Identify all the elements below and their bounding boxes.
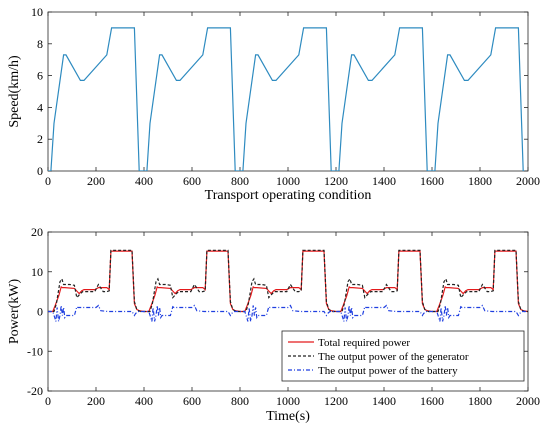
y-axis-label: Speed(km/h) [7, 55, 22, 128]
legend-label-1: The output power of the generator [318, 351, 469, 363]
legend-label-2: The output power of the battery [318, 365, 458, 377]
legend-box [281, 330, 525, 382]
y-tick-label: 0 [37, 164, 43, 178]
x-tick-label: 1400 [372, 174, 396, 188]
x-tick-label: 800 [231, 174, 249, 188]
x-tick-label: 600 [183, 394, 201, 408]
legend-label-0: Total required power [318, 337, 410, 349]
y-tick-label: 2 [37, 132, 43, 146]
speed-chart: 0 200 400 600 800 1000 1200 1400 1600 1800 2000 0 2 4… [7, 5, 540, 203]
x-tick-label: 0 [45, 394, 51, 408]
legend: Total required power The output power of … [281, 330, 525, 382]
power-chart: 0 200 400 600 800 1000 1200 1400 1600 1800 2000-20… [7, 225, 540, 424]
y-tick-label: -10 [27, 344, 43, 358]
x-tick-label: 800 [231, 394, 249, 408]
series-line-1 [48, 249, 528, 313]
x-tick-label: 1000 [276, 394, 300, 408]
x-tick-label: 1200 [324, 174, 348, 188]
y-tick-label: 6 [37, 69, 43, 83]
series-line-2 [48, 304, 528, 322]
y-tick-label: -20 [27, 384, 43, 398]
x-tick-label: 1200 [324, 394, 348, 408]
y-tick-label: 0 [37, 305, 43, 319]
x-tick-label: 200 [87, 174, 105, 188]
x-tick-label: 200 [87, 394, 105, 408]
y-tick-label: 20 [31, 225, 43, 239]
y-tick-label: 8 [37, 37, 43, 51]
x-axis-label: Time(s) [266, 409, 310, 424]
y-tick-label: 10 [31, 265, 43, 279]
x-tick-label: 0 [45, 174, 51, 188]
x-tick-label: 1600 [420, 394, 444, 408]
x-tick-label: 2000 [516, 174, 540, 188]
x-tick-label: 600 [183, 174, 201, 188]
x-tick-label: 400 [135, 394, 153, 408]
x-tick-label: 1000 [276, 174, 300, 188]
x-tick-label: 1800 [468, 394, 492, 408]
x-tick-label: 400 [135, 174, 153, 188]
x-tick-label: 1800 [468, 174, 492, 188]
plot-frame [47, 11, 529, 172]
x-tick-label: 1600 [420, 174, 444, 188]
y-tick-label: 4 [37, 100, 43, 114]
x-axis-label: Transport operating condition [205, 188, 372, 203]
x-tick-label: 1400 [372, 394, 396, 408]
y-tick-label: 10 [31, 5, 43, 19]
series-line-0 [48, 27, 525, 171]
x-tick-label: 2000 [516, 394, 540, 408]
y-axis-label: Power(kW) [7, 279, 22, 345]
